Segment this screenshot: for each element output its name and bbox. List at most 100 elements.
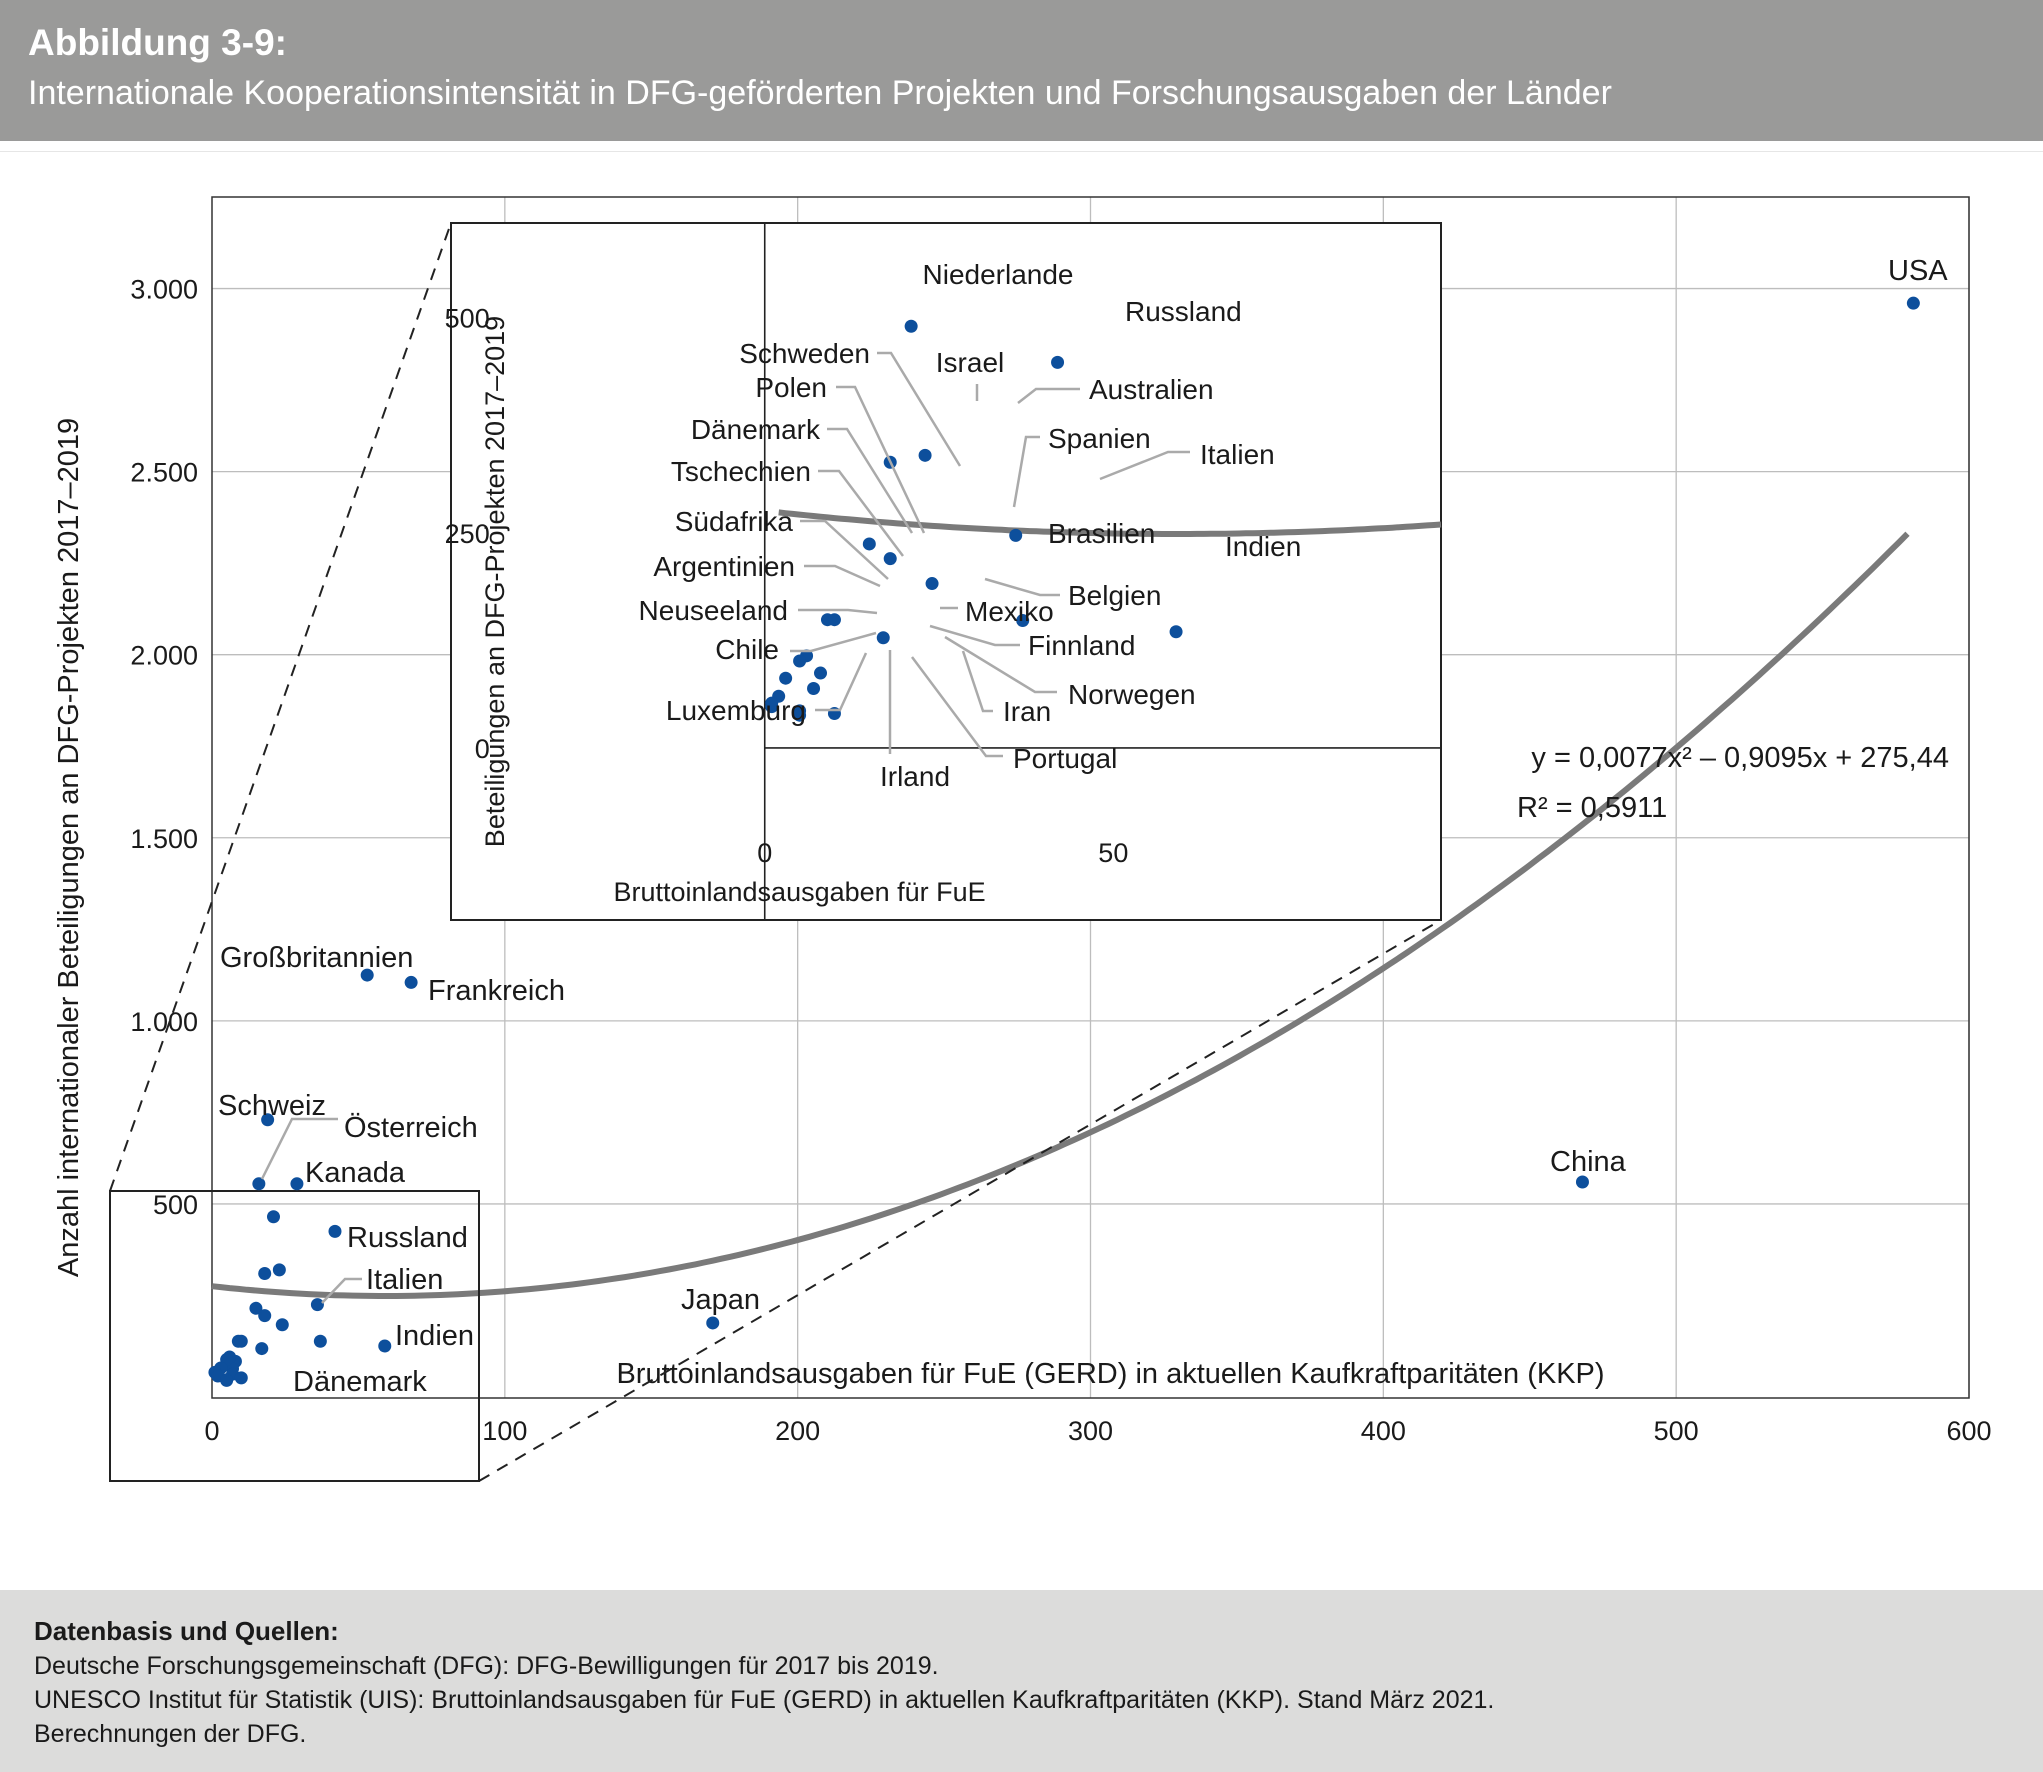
point-label-großbritannien: Großbritannien: [220, 942, 413, 974]
inset-point-label-russland: Russland: [1125, 296, 1242, 327]
zoom-connector: [109, 222, 452, 1192]
data-point-niederlande: [266, 1210, 280, 1224]
trend-line: [211, 531, 1910, 1299]
inset-leader-norwegen: [944, 635, 1057, 694]
figure-title: Internationale Kooperationsintensität in…: [28, 74, 1612, 112]
data-point-australien: [272, 1263, 286, 1277]
source-line: UNESCO Institut für Statistik (UIS): Bru…: [34, 1686, 1495, 1714]
y-tick-label: 1.500: [130, 824, 198, 854]
inset-leader-italien: [1099, 450, 1190, 481]
sources-footer: Datenbasis und Quellen: Deutsche Forschu…: [0, 1590, 2043, 1772]
inset-y-axis-title: Beteiligungen an DFG-Projekten 2017–2019: [480, 316, 510, 847]
y-tick-label: 2.000: [130, 641, 198, 671]
sources-heading: Datenbasis und Quellen:: [34, 1616, 339, 1646]
data-point-schweiz: [261, 1113, 275, 1127]
inset-point-neuseeland: [779, 671, 793, 685]
inset-point-label-belgien: Belgien: [1068, 580, 1161, 611]
data-point-schweden: [249, 1301, 263, 1315]
x-tick-label: 500: [1654, 1416, 1699, 1446]
data-point-tschechien: [234, 1334, 248, 1348]
inset-leader-polen: [836, 385, 926, 534]
inset-point-label-spanien: Spanien: [1048, 423, 1151, 454]
x-tick-label: 200: [775, 1416, 820, 1446]
figure-header: Abbildung 3-9: Internationale Kooperatio…: [0, 0, 2043, 141]
inset-point-belgien: [876, 631, 890, 645]
inset-leader-iran: [961, 650, 993, 713]
chart-area: 0 100 200 300 400 500 600 500 1.000 1.500 2.000 2.5…: [0, 151, 2043, 1584]
inset-leader-südafrika: [800, 519, 889, 580]
inset-point-brasilien: [1016, 614, 1030, 628]
y-tick-label: 2.500: [130, 458, 198, 488]
inset-leader-luxemburg: [815, 652, 868, 712]
inset-leader-belgien: [984, 577, 1060, 597]
point-label-frankreich: Frankreich: [428, 975, 565, 1007]
inset-y-tick-label: 0: [475, 734, 490, 764]
data-point-israel: [258, 1267, 272, 1281]
inset-y-tick-label: 250: [445, 519, 490, 549]
data-point-usa: [1906, 296, 1920, 310]
inset-leader-neuseeland: [798, 608, 878, 615]
inset-leader-chile: [790, 631, 877, 653]
inset-leader-australien: [1017, 387, 1080, 404]
inset-x-tick-label: 0: [757, 838, 772, 868]
data-point-irland: [220, 1373, 234, 1387]
zoom-connector: [478, 919, 1442, 1482]
leader-line-italien: [321, 1277, 362, 1304]
inset-point-italien: [1009, 528, 1023, 542]
inset-leader-schweden: [877, 351, 962, 467]
inset-point-label-italien: Italien: [1200, 439, 1275, 470]
data-point-kanada: [290, 1177, 304, 1191]
figure-label: Abbildung 3-9:: [28, 22, 287, 63]
inset-point-label-portugal: Portugal: [1013, 743, 1117, 774]
inset-point-label-polen: Polen: [755, 372, 827, 403]
inset-frame: [450, 222, 1442, 921]
inset-point-label-iran: Iran: [1003, 696, 1051, 727]
source-line: Berechnungen der DFG.: [34, 1720, 307, 1748]
data-point-iran: [234, 1371, 248, 1385]
inset-point-label-tschechien: Tschechien: [671, 456, 811, 487]
y-tick-label: 1.000: [130, 1007, 198, 1037]
inset-point-label-argentinien: Argentinien: [653, 551, 795, 582]
trend-equation: y = 0,0077x² – 0,9095x + 275,44: [1531, 742, 1949, 774]
data-point-brasilien: [313, 1334, 327, 1348]
inset-leader-portugal: [910, 656, 1003, 758]
inset-leader-spanien: [1012, 435, 1040, 508]
inset-y-tick-label: 500: [445, 304, 490, 334]
inset-point-label-luxemburg: Luxemburg: [666, 695, 806, 726]
r-squared: R² = 0,5911: [1517, 792, 1667, 824]
y-axis-title: Anzahl internationaler Beteiligungen an …: [53, 418, 85, 1277]
inset-point-niederlande: [904, 319, 918, 333]
x-tick-label: 300: [1068, 1416, 1113, 1446]
inset-leader-tschechien: [818, 469, 904, 557]
inset-point-spanien: [925, 577, 939, 591]
data-point-russland: [328, 1224, 342, 1238]
inset-point-label-norwegen: Norwegen: [1068, 679, 1196, 710]
point-label-italien: Italien: [366, 1264, 443, 1296]
inset-leader-argentinien: [804, 564, 881, 588]
inset-point-label-dänemark: Dänemark: [691, 414, 821, 445]
point-label-china: China: [1550, 1146, 1627, 1178]
inset-point-finnland: [807, 682, 821, 696]
point-label-schweiz: Schweiz: [218, 1090, 326, 1122]
data-point-japan: [706, 1316, 720, 1330]
inset-point-russland: [1051, 355, 1065, 369]
zoom-box: [109, 1190, 480, 1482]
y-tick-label: 500: [153, 1190, 198, 1220]
x-tick-label: 0: [204, 1416, 219, 1446]
point-label-russland: Russland: [347, 1222, 468, 1254]
inset-point-schweden: [862, 537, 876, 551]
x-tick-label: 100: [482, 1416, 527, 1446]
inset-point-label-niederlande: Niederlande: [923, 259, 1074, 290]
point-label-japan: Japan: [681, 1284, 760, 1316]
inset-x-axis-title: Bruttoinlandsausgaben für FuE: [613, 877, 985, 907]
inset-point-label-irland: Irland: [880, 761, 950, 792]
inset-trend-line: [778, 509, 1442, 537]
inset-point-label-schweden: Schweden: [739, 338, 870, 369]
inset-point-polen: [883, 552, 897, 566]
inset-point-label-chile: Chile: [715, 634, 779, 665]
inset-x-tick-label: 50: [1098, 838, 1128, 868]
source-line: Deutsche Forschungsgemeinschaft (DFG): D…: [34, 1652, 939, 1680]
inset-point-portugal: [793, 708, 807, 722]
data-point-großbritannien: [360, 968, 374, 982]
data-point-china: [1575, 1175, 1589, 1189]
